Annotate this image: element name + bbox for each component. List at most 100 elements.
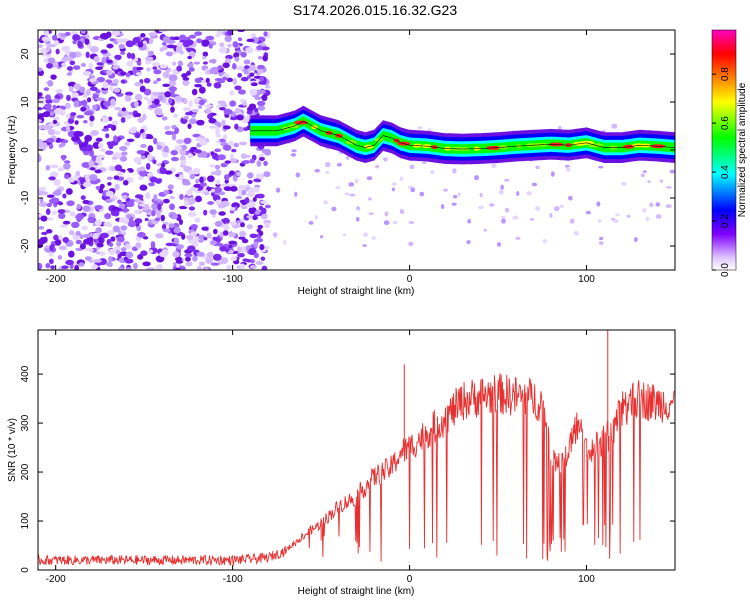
noise-speckle <box>170 149 178 156</box>
noise-speckle <box>38 119 42 123</box>
sparse-speckle <box>615 213 620 216</box>
noise-speckle <box>143 88 152 96</box>
noise-speckle <box>77 41 83 48</box>
noise-speckle <box>175 260 184 264</box>
noise-speckle <box>115 248 120 255</box>
noise-speckle <box>128 111 133 115</box>
noise-speckle <box>253 241 259 248</box>
sparse-speckle <box>535 206 540 211</box>
noise-speckle <box>249 265 257 269</box>
noise-speckle <box>146 67 151 72</box>
sparse-speckle <box>597 219 602 223</box>
noise-speckle <box>154 217 161 222</box>
noise-speckle <box>206 251 214 258</box>
noise-speckle <box>218 243 224 248</box>
noise-speckle <box>105 150 114 156</box>
noise-speckle <box>84 134 93 142</box>
noise-speckle <box>69 60 76 66</box>
noise-speckle <box>248 201 256 209</box>
noise-speckle <box>45 94 52 101</box>
noise-speckle <box>143 96 149 101</box>
noise-speckle <box>163 189 170 196</box>
spectrogram-x-label: Height of straight line (km) <box>298 286 415 297</box>
noise-speckle <box>237 37 243 42</box>
sparse-speckle <box>598 165 604 169</box>
noise-speckle <box>136 61 142 66</box>
sparse-speckle <box>392 220 398 225</box>
noise-speckle <box>164 170 173 175</box>
noise-speckle <box>257 56 263 60</box>
noise-speckle <box>257 224 264 230</box>
noise-speckle <box>224 160 231 164</box>
sparse-speckle <box>399 176 404 181</box>
noise-speckle <box>76 203 82 210</box>
noise-speckle <box>204 104 213 108</box>
noise-speckle <box>253 178 261 183</box>
noise-speckle <box>188 100 193 108</box>
noise-speckle <box>66 66 73 71</box>
noise-speckle <box>177 60 184 67</box>
sparse-speckle <box>331 206 337 212</box>
noise-speckle <box>209 125 218 129</box>
noise-speckle <box>46 62 53 69</box>
noise-speckle <box>95 97 105 101</box>
noise-speckle <box>251 207 257 213</box>
y-tick-label: 10 <box>20 96 31 108</box>
noise-speckle <box>209 209 217 215</box>
sparse-speckle <box>443 188 448 192</box>
noise-speckle <box>101 56 107 64</box>
noise-speckle <box>224 179 229 184</box>
colorbar-ticks: 0.0 0.2 0.4 0.6 0.8 <box>712 67 731 277</box>
noise-speckle <box>95 250 101 255</box>
noise-speckle <box>130 52 136 60</box>
noise-speckle <box>176 65 183 72</box>
noise-speckle <box>263 31 268 37</box>
noise-speckle <box>171 81 177 86</box>
noise-speckle <box>156 144 163 150</box>
noise-speckle <box>186 234 194 240</box>
noise-speckle <box>145 56 154 62</box>
noise-speckle <box>183 200 189 208</box>
sparse-speckle <box>649 202 654 208</box>
noise-speckle <box>215 133 222 138</box>
noise-speckle <box>183 98 188 105</box>
noise-speckle <box>112 210 120 217</box>
noise-speckle <box>66 200 75 207</box>
noise-speckle <box>219 42 225 48</box>
noise-speckle <box>252 196 257 202</box>
noise-speckle <box>222 230 229 236</box>
noise-speckle <box>49 258 54 264</box>
noise-speckle <box>110 236 116 242</box>
noise-speckle <box>92 232 99 240</box>
noise-speckle <box>53 234 59 241</box>
sparse-speckle <box>422 161 427 165</box>
noise-speckle <box>180 159 187 166</box>
noise-speckle <box>52 98 60 104</box>
noise-speckle <box>71 221 80 229</box>
noise-speckle <box>134 66 144 71</box>
noise-speckle <box>155 264 162 270</box>
noise-speckle <box>198 261 206 266</box>
sparse-speckle <box>417 126 423 130</box>
noise-speckle <box>48 143 54 150</box>
sparse-speckle <box>354 178 359 184</box>
noise-speckle <box>54 40 60 46</box>
noise-speckle <box>218 46 228 54</box>
noise-speckle <box>185 39 194 46</box>
sparse-speckle <box>633 237 638 243</box>
noise-speckle <box>205 257 214 264</box>
sparse-speckle <box>559 204 564 208</box>
sparse-speckle <box>336 162 343 167</box>
noise-speckle <box>118 203 126 209</box>
noise-speckle <box>82 199 90 205</box>
colorbar-label: Normalized spectral amplitude <box>737 82 748 217</box>
noise-speckle <box>48 251 54 257</box>
noise-speckle <box>53 179 61 187</box>
noise-speckle <box>96 242 104 248</box>
noise-speckle <box>237 72 242 78</box>
noise-speckle <box>39 236 47 244</box>
colorbar-tick-label: 0.4 <box>720 165 731 179</box>
noise-speckle <box>221 218 229 223</box>
noise-speckle <box>125 267 132 270</box>
noise-speckle <box>213 186 223 193</box>
